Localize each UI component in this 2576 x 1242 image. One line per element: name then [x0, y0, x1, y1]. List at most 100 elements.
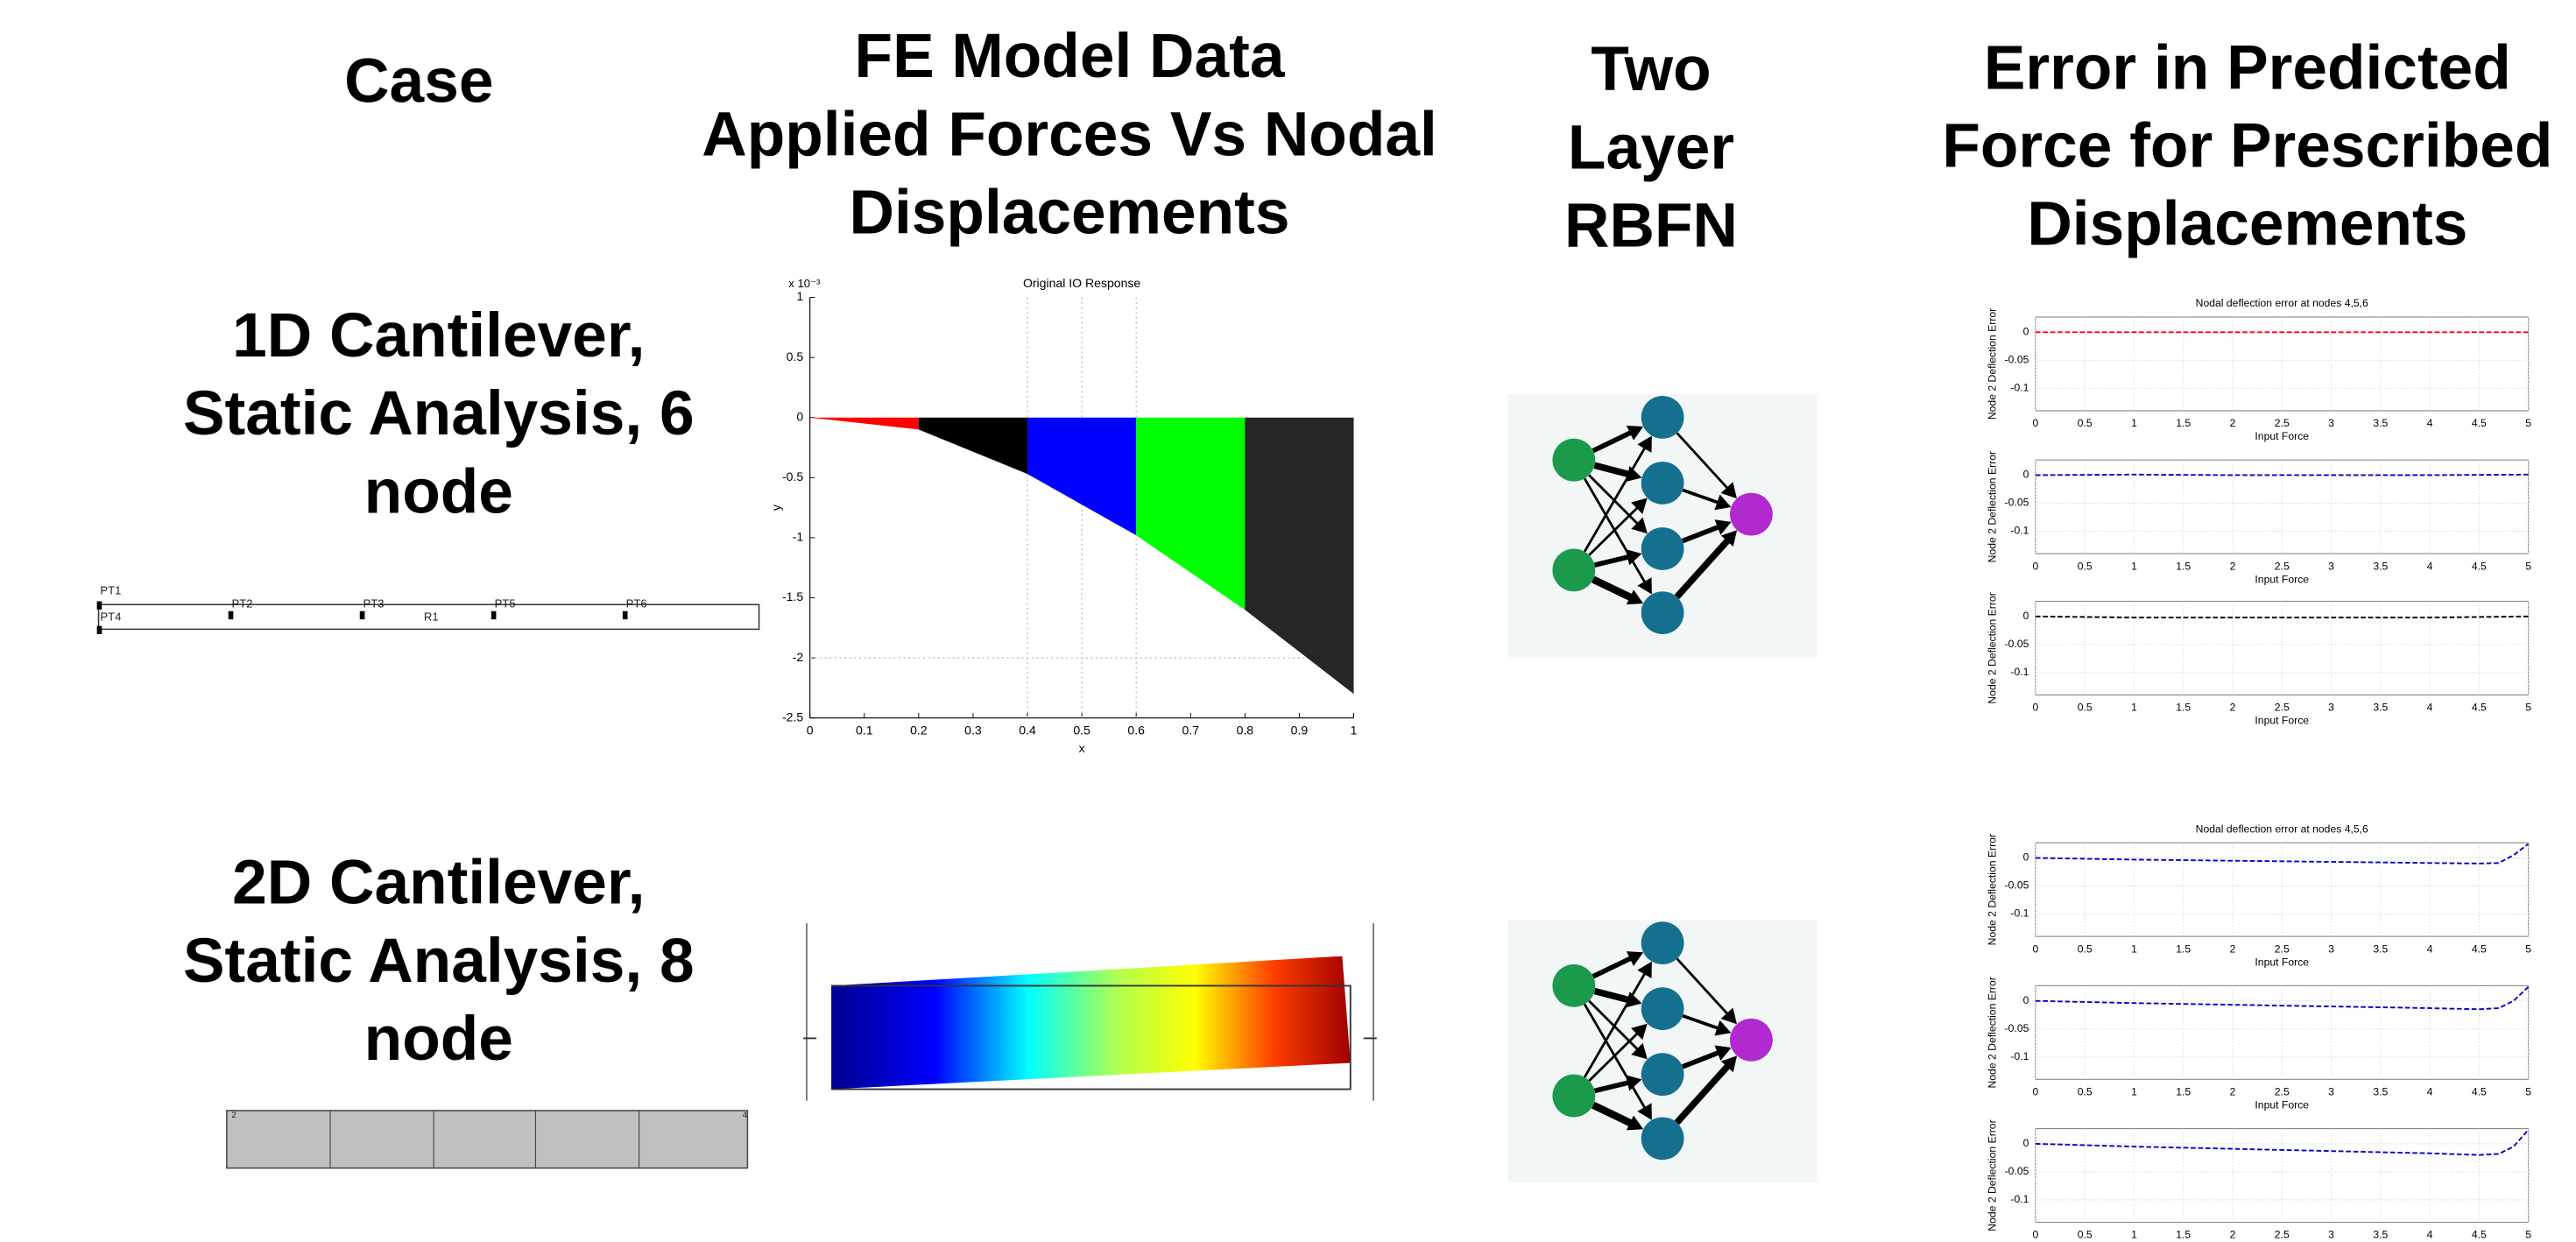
x-tick-label: 0.5: [2078, 702, 2093, 714]
x-tick-label: 0.5: [2078, 417, 2093, 429]
y-axis-label: Node 2 Deflection Error: [1986, 834, 1998, 945]
x-tick-label: 1: [2131, 1086, 2137, 1098]
column-header: Two: [1591, 34, 1711, 104]
y-tick-label: 0: [796, 409, 803, 423]
x-tick-label: 0.5: [2078, 942, 2093, 955]
input-node: [1552, 548, 1595, 591]
y-axis-label: y: [769, 505, 783, 511]
x-tick-label: 4.5: [2472, 1229, 2487, 1241]
x-tick-label: 0: [2033, 417, 2039, 429]
x-tick-label: 0: [2033, 1229, 2039, 1241]
y-tick-label: -0.1: [2010, 525, 2029, 537]
case-label: Static Analysis, 6: [183, 378, 695, 448]
x-tick-label: 0.4: [1019, 723, 1036, 737]
x-tick-label: 3.5: [2373, 942, 2388, 955]
y-tick-label: 0: [2023, 994, 2029, 1006]
x-tick-label: 0.6: [1127, 723, 1145, 737]
case-label: Static Analysis, 8: [183, 926, 695, 996]
x-axis-label: Input Force: [2255, 715, 2309, 727]
rbfn-diagram: [1508, 394, 1817, 657]
y-tick-label: 1: [796, 289, 803, 303]
column-header: Case: [344, 46, 493, 116]
y-tick-label: 0: [2023, 610, 2029, 622]
y-tick-label: -0.1: [2010, 1050, 2029, 1062]
y-tick-label: -0.05: [2005, 497, 2029, 509]
deformed-plot: [803, 923, 1377, 1101]
hidden-node: [1641, 987, 1684, 1030]
x-tick-label: 1: [2131, 702, 2137, 714]
page: Case FE Model Data Applied Forces Vs Nodal…: [0, 0, 2576, 1242]
x-axis-label: Input Force: [2255, 956, 2309, 968]
x-tick-label: 0.9: [1291, 723, 1309, 737]
x-axis-label: Input Force: [2255, 573, 2309, 585]
x-tick-label: 5: [2525, 702, 2531, 714]
column-header: FE Model Data: [855, 21, 1286, 91]
x-tick-label: 1: [2131, 417, 2137, 429]
hidden-node: [1641, 921, 1684, 964]
y-tick-label: 0: [2023, 326, 2029, 338]
y-tick-label: -0.1: [2010, 382, 2029, 394]
x-tick-label: 3: [2328, 560, 2334, 572]
column-header: Applied Forces Vs Nodal: [702, 99, 1437, 169]
chart-title: Nodal deflection error at nodes 4,5,6: [2196, 297, 2368, 309]
column-header: Displacements: [850, 177, 1290, 247]
x-tick-label: 4.5: [2472, 942, 2487, 955]
y-axis-label: Node 2 Deflection Error: [1986, 308, 1998, 420]
y-axis-label: Node 2 Deflection Error: [1986, 451, 1998, 562]
column-header: Error in Predicted: [1984, 32, 2511, 102]
x-tick-label: 3: [2328, 702, 2334, 714]
output-node: [1730, 1019, 1773, 1062]
y-tick-label: 0: [2023, 1137, 2029, 1149]
x-tick-label: 2.5: [2275, 1229, 2290, 1241]
y-tick-label: -0.1: [2010, 907, 2029, 920]
x-tick-label: 4: [2427, 942, 2433, 955]
x-tick-label: 1.5: [2176, 942, 2191, 955]
x-tick-label: 1.5: [2176, 560, 2191, 572]
hidden-node: [1641, 1117, 1684, 1160]
x-tick-label: 5: [2525, 942, 2531, 955]
input-node: [1552, 439, 1595, 482]
x-tick-label: 0.1: [856, 723, 873, 737]
x-tick-label: 2.5: [2275, 702, 2290, 714]
y-tick-label: 0: [2023, 469, 2029, 481]
x-tick-label: 1.5: [2176, 1229, 2191, 1241]
x-tick-label: 2.5: [2275, 417, 2290, 429]
y-tick-label: -0.5: [782, 469, 803, 483]
x-tick-label: 4: [2427, 1086, 2433, 1098]
x-tick-label: 4: [2427, 560, 2433, 572]
y-axis-label: Node 2 Deflection Error: [1986, 977, 1998, 1088]
chart-title: Original IO Response: [1023, 276, 1140, 290]
x-tick-label: 2: [2230, 1229, 2236, 1241]
x-tick-label: 1: [2131, 1229, 2137, 1241]
x-tick-label: 2.5: [2275, 560, 2290, 572]
x-tick-label: 5: [2525, 1229, 2531, 1241]
x-tick-label: 1.5: [2176, 417, 2191, 429]
x-tick-label: 1.5: [2176, 702, 2191, 714]
mesh-label: 2: [231, 1111, 236, 1119]
x-tick-label: 2: [2230, 1086, 2236, 1098]
x-tick-label: 1: [2131, 942, 2137, 955]
y-axis-label: Node 2 Deflection Error: [1986, 1119, 1998, 1231]
x-tick-label: 0.5: [1073, 723, 1090, 737]
x-tick-label: 4: [2427, 417, 2433, 429]
x-tick-label: 0.7: [1182, 723, 1200, 737]
x-tick-label: 3.5: [2373, 560, 2388, 572]
y-axis-label: Node 2 Deflection Error: [1986, 592, 1998, 703]
beam-label: R1: [424, 610, 439, 624]
x-tick-label: 2: [2230, 560, 2236, 572]
x-tick-label: 3.5: [2373, 702, 2388, 714]
input-node: [1552, 1075, 1595, 1118]
x-tick-label: 3.5: [2373, 1086, 2388, 1098]
x-tick-label: 0.5: [2078, 1229, 2093, 1241]
rbfn-diagram: [1508, 920, 1817, 1182]
x-tick-label: 3: [2328, 1229, 2334, 1241]
y-tick-label: -0.05: [2005, 879, 2029, 892]
hidden-node: [1641, 396, 1684, 439]
x-tick-label: 4: [2427, 702, 2433, 714]
hidden-node: [1641, 591, 1684, 634]
axis-exponent: x 10⁻³: [788, 277, 821, 290]
x-tick-label: 2.5: [2275, 942, 2290, 955]
column-header: Layer: [1568, 112, 1734, 182]
beam-label: PT6: [626, 597, 647, 610]
x-tick-label: 5: [2525, 1086, 2531, 1098]
